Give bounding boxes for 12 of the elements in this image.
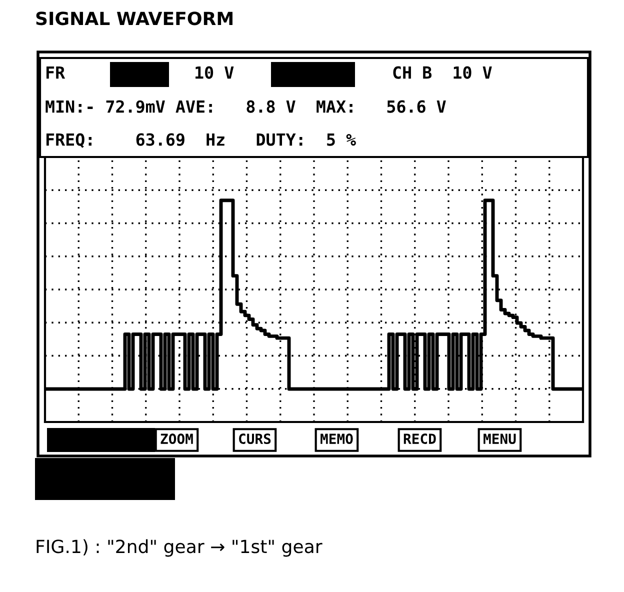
text: MENU — [484, 434, 516, 444]
chart-title: SIGNAL WAVEFORM — [36, 12, 232, 26]
text: FREQ: 63.69 Hz DUTY: 5 % — [46, 133, 356, 148]
text: MIN:- 72.9mV AVE: 8.8 V MAX: 56.6 V — [46, 100, 446, 113]
text: RECD — [404, 434, 436, 444]
text: CH B 10 V — [393, 66, 492, 79]
text: 10 V — [196, 66, 234, 79]
text: CURS — [239, 434, 271, 444]
caption: FIG.1) : "2nd" gear → "1st" gear — [36, 539, 322, 557]
text: ZOOM — [160, 434, 193, 444]
text: FR — [46, 66, 66, 79]
text: MEMO — [320, 434, 353, 444]
